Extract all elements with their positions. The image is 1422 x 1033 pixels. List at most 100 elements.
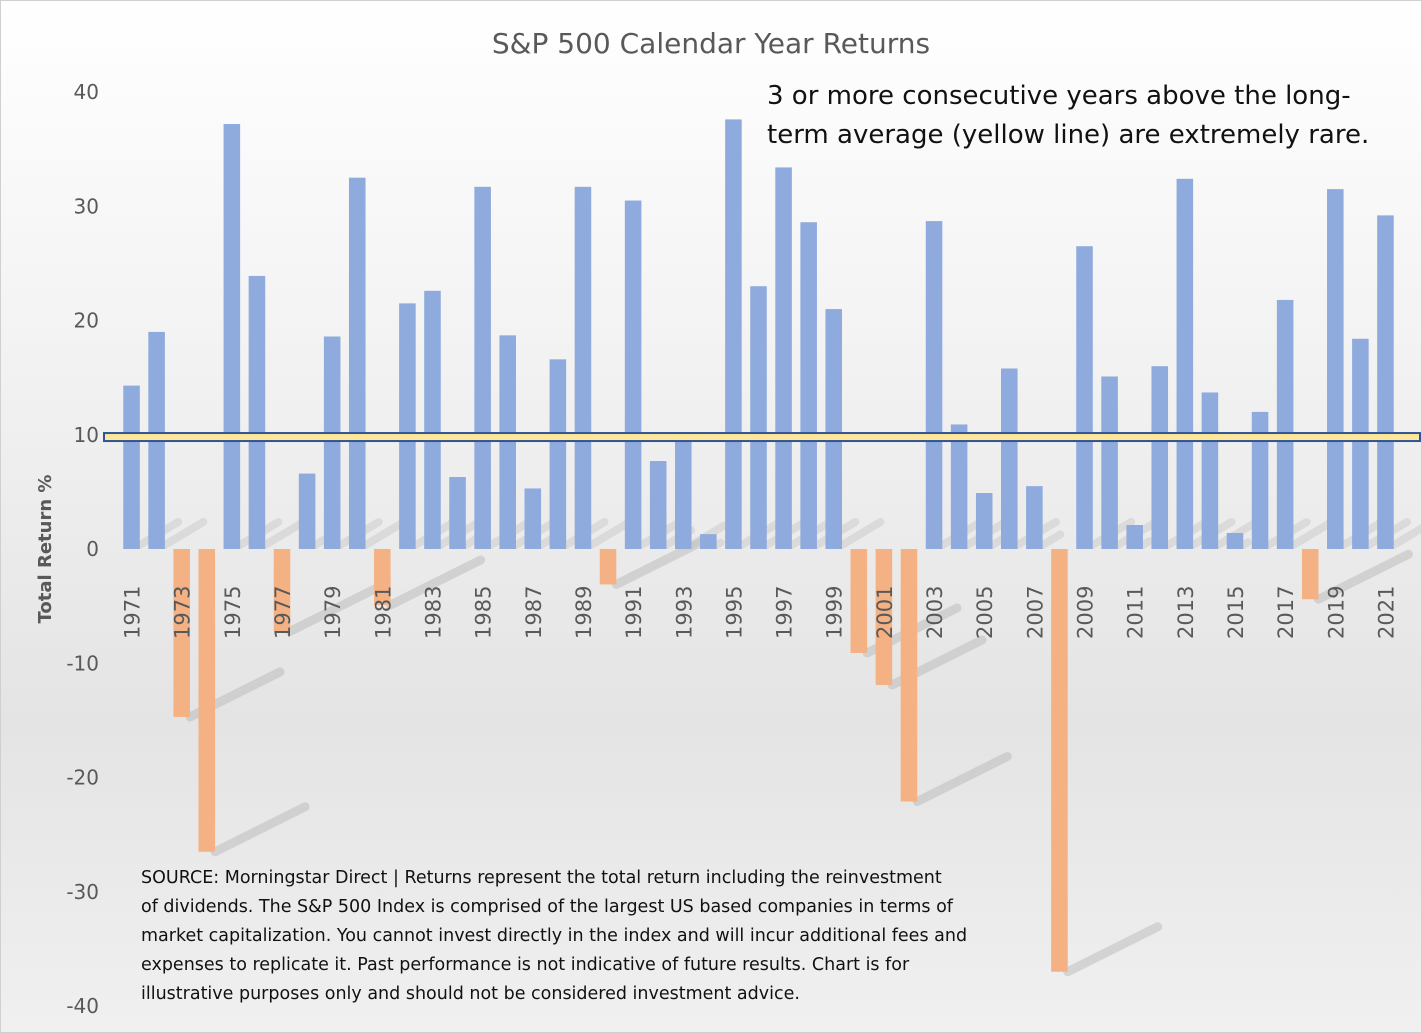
x-tick-label: 2021 [1374,586,1398,639]
source-note-line-4: expenses to replicate it. Past performan… [141,955,910,975]
x-axis-ticks: 1971 1973 1975 1977 1979 1981 1983 1985 1987 1989… [121,586,1399,639]
bar-2018 [1301,549,1319,600]
bar-1998 [800,222,817,549]
annotation-line-2: term average (yellow line) are extremely… [767,120,1369,150]
x-tick-label: 2009 [1074,586,1098,639]
bar-shadow [1063,922,1163,977]
bar-shadow [285,581,385,636]
bar-2011 [1126,525,1143,549]
bar-1981 [374,549,391,605]
bar-2006 [1001,368,1018,549]
bar-shadow [912,751,1012,806]
bar-1987 [524,488,542,549]
x-tick-label: 1977 [271,586,295,639]
x-tick-label: 1995 [722,586,746,639]
x-tick-label: 1989 [572,586,596,639]
bar-1976 [248,275,266,549]
bar-1982 [399,303,416,549]
bar-1992 [649,461,667,549]
bar-2012 [1151,366,1169,549]
bar-1985 [474,186,491,549]
bar-2004 [950,424,968,549]
bar-shadow [1389,523,1421,549]
y-tick-label: -10 [66,651,99,675]
x-tick-label: 1985 [472,586,496,639]
bar-1988 [549,359,567,549]
x-tick-label: 1973 [171,586,195,639]
bar-1993 [674,434,692,549]
y-tick-label: -40 [66,994,99,1018]
source-note-line-2: of dividends. The S&P 500 Index is compr… [141,897,954,917]
bar-shadow [210,802,310,857]
x-tick-label: 1993 [672,586,696,639]
x-tick-label: 1981 [371,586,395,639]
bar-shadow [261,517,308,549]
bar-2015 [1226,533,1244,549]
x-tick-label: 2001 [873,586,897,639]
y-tick-label: 10 [74,423,99,447]
bar-1973 [173,549,190,717]
bar-2008 [1051,549,1068,972]
y-tick-label: -30 [66,880,99,904]
x-tick-label: 2015 [1224,586,1248,639]
y-tick-label: 20 [74,309,99,333]
bar-2003 [925,221,943,550]
bar-shadow [361,517,408,549]
x-tick-label: 1991 [622,586,646,639]
bar-1979 [323,336,341,549]
bar-shadow [587,517,634,549]
source-note-line-1: SOURCE: Morningstar Direct | Returns rep… [141,868,942,888]
x-tick-label: 2003 [923,586,947,639]
bar-shadow [386,555,486,610]
bar-2002 [900,549,918,802]
y-tick-label: -20 [66,766,99,790]
y-tick-label: 40 [74,80,99,104]
bar-1989 [574,186,592,549]
bar-1994 [700,534,717,549]
y-axis-label: Total Return % [35,475,56,624]
x-tick-label: 2019 [1324,586,1348,639]
bar-2017 [1276,299,1294,549]
x-tick-label: 2011 [1124,586,1148,639]
x-tick-label: 1983 [421,586,445,639]
bar-shadow [712,538,725,549]
x-tick-label: 1999 [823,586,847,639]
bar-2009 [1076,246,1093,550]
bar-1977 [273,549,291,632]
y-axis-ticks: 40 30 20 10 0 -10 -20 -30 -40 [66,80,99,1018]
bar-2019 [1327,189,1344,550]
bar-2005 [975,493,993,549]
bar-1995 [725,119,742,550]
x-tick-label: 2007 [1023,586,1047,639]
bar-shadow [1314,549,1414,604]
x-tick-label: 1979 [321,586,345,639]
bar-shadow [160,517,208,549]
bar-1980 [348,177,366,549]
bars [123,119,1394,972]
bar-1986 [499,335,516,549]
x-tick-label: 2017 [1274,586,1298,639]
bar-2014 [1201,392,1219,549]
bar-2021 [1377,215,1394,549]
x-tick-label: 1975 [221,586,245,639]
x-tick-label: 2005 [973,586,997,639]
bar-shadow [1239,538,1252,549]
bar-1975 [223,123,241,550]
x-tick-label: 1997 [773,586,797,639]
source-note-line-3: market capitalization. You cannot invest… [141,926,967,946]
bar-1996 [750,286,767,549]
bar-1991 [624,200,642,549]
bar-2010 [1101,376,1118,549]
bar-2000 [850,549,868,653]
bar-1978 [298,473,316,549]
bar-1971 [123,385,140,549]
bar-2013 [1176,178,1194,549]
y-tick-label: 0 [86,537,99,561]
x-tick-label: 2013 [1174,586,1198,639]
bar-shadow [1289,517,1336,549]
bar-shadow [1038,530,1065,549]
bar-shadow [1138,536,1154,549]
average-line [103,432,1421,443]
